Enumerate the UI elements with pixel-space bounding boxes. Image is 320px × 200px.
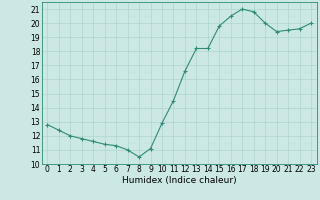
X-axis label: Humidex (Indice chaleur): Humidex (Indice chaleur) (122, 176, 236, 185)
